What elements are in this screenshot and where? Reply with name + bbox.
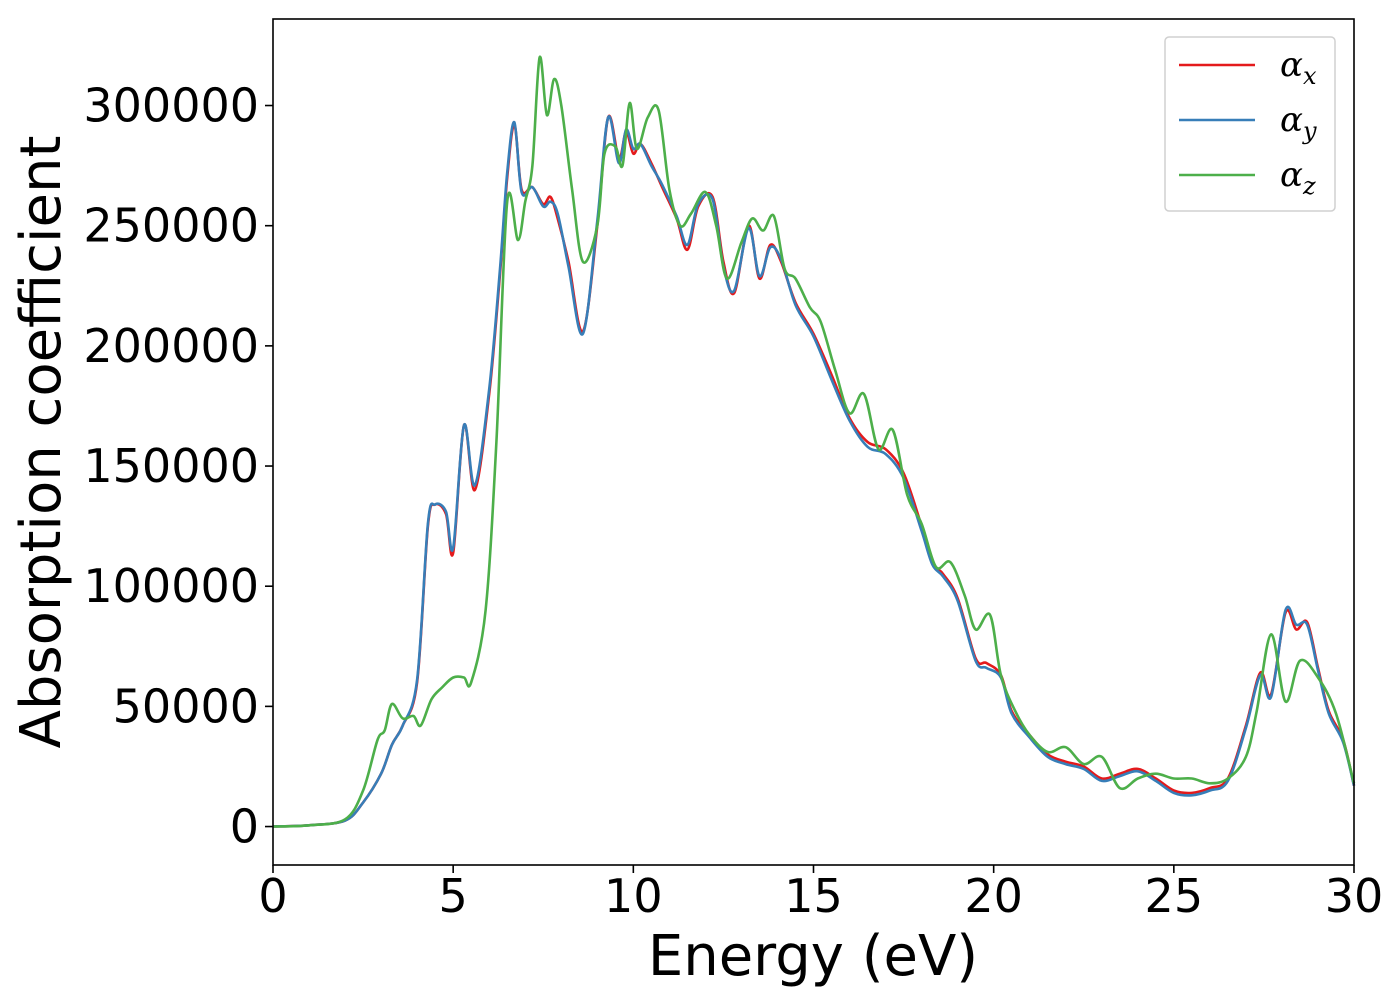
legend-label-y: αy [1280, 100, 1317, 145]
y-tick-label: 200000 [83, 319, 259, 373]
y-axis: 0 50000 100000 150000 200000 250000 300000 [83, 79, 273, 854]
x-tick-label: 10 [604, 869, 663, 923]
x-tick-label: 30 [1325, 869, 1384, 923]
x-tick-label: 0 [258, 869, 287, 923]
legend-box [1164, 36, 1336, 212]
legend-label-sub: y [1302, 117, 1317, 145]
y-tick-label: 250000 [83, 199, 259, 253]
series-line-y [272, 115, 1356, 828]
legend-label-z: αz [1280, 155, 1316, 200]
y-tick-label: 300000 [83, 79, 259, 133]
x-tick-label: 20 [964, 869, 1023, 923]
legend-label-main: α [1280, 155, 1303, 195]
legend-label-sub: z [1302, 172, 1316, 200]
y-tick-label: 150000 [83, 439, 259, 493]
legend-label-main: α [1280, 45, 1303, 85]
series-line-x [272, 114, 1356, 828]
plot-lines [272, 55, 1356, 828]
legend-label-x: αx [1280, 45, 1317, 90]
x-tick-label: 25 [1145, 869, 1204, 923]
legend-label-main: α [1280, 100, 1303, 140]
x-tick-label: 15 [784, 869, 843, 923]
x-axis-label: Energy (eV) [648, 924, 978, 989]
y-tick-label: 100000 [83, 559, 259, 613]
y-axis-label: Absorption coefficient [9, 136, 74, 749]
y-tick-label: 0 [230, 800, 259, 854]
x-axis: 0 5 10 15 20 25 30 [258, 865, 1383, 923]
legend-label-sub: x [1303, 62, 1317, 90]
y-tick-label: 50000 [113, 679, 259, 733]
series-line-z [272, 55, 1356, 828]
x-tick-label: 5 [439, 869, 468, 923]
